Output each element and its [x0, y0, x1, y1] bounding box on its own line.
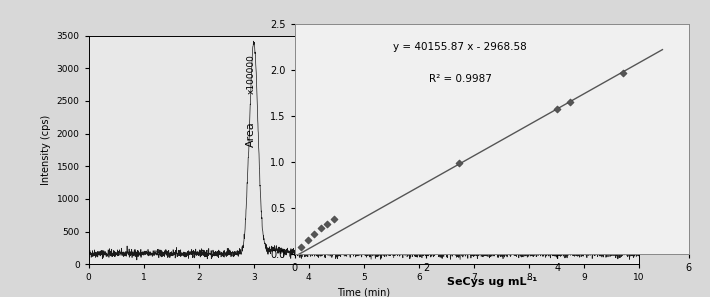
Point: [328, 217, 339, 221]
Point: [322, 222, 333, 227]
Text: Area: Area: [246, 121, 256, 147]
Text: x100000: x100000: [247, 54, 256, 94]
X-axis label: SeCys ug mL⁻¹: SeCys ug mL⁻¹: [447, 277, 537, 287]
Point: [564, 100, 576, 105]
Y-axis label: Intensity (cps): Intensity (cps): [41, 115, 51, 185]
Point: [295, 245, 307, 250]
X-axis label: Time (min): Time (min): [337, 288, 391, 297]
Point: [302, 238, 314, 242]
Point: [315, 226, 327, 230]
Point: [453, 160, 464, 165]
Point: [552, 107, 563, 112]
Text: R² = 0.9987: R² = 0.9987: [429, 74, 491, 84]
Text: y = 40155.87 x - 2968.58: y = 40155.87 x - 2968.58: [393, 42, 527, 52]
Point: [309, 231, 320, 236]
Point: [617, 70, 628, 75]
